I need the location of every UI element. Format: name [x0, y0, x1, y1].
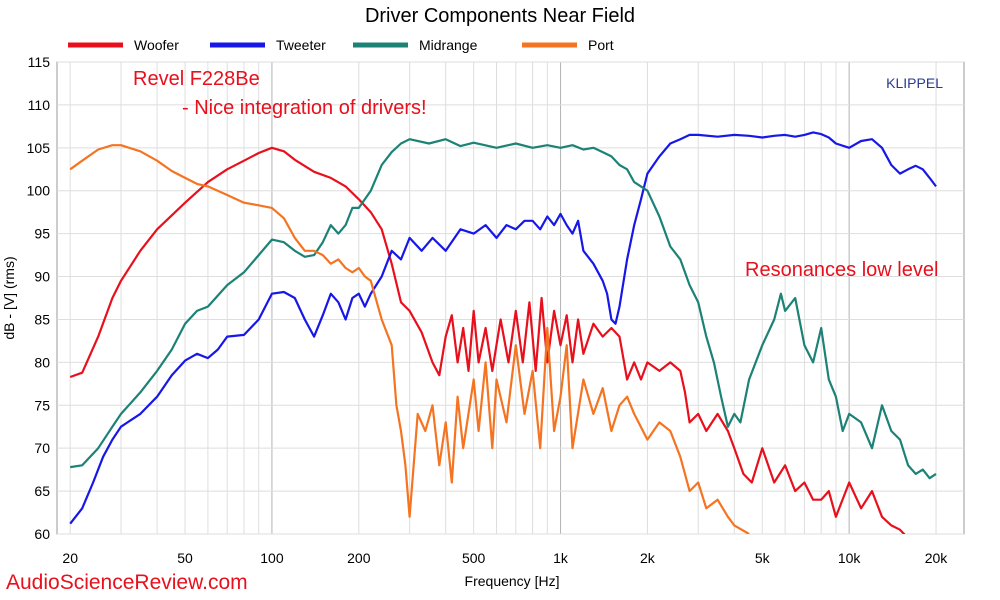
y-tick-label: 60 [34, 526, 50, 542]
watermark: AudioScienceReview.com [6, 571, 248, 594]
annotation-resonance: Resonances low level [745, 259, 938, 281]
y-tick-label: 70 [34, 440, 50, 456]
y-tick-label: 100 [27, 183, 51, 199]
legend: Woofer Tweeter Midrange Port [68, 37, 614, 53]
y-tick-label: 115 [28, 54, 51, 70]
x-axis-label: Frequency [Hz] [465, 573, 560, 589]
annotation-model: Revel F228Be [133, 68, 260, 90]
x-tick-label: 50 [177, 550, 193, 566]
y-tick-label: 65 [34, 483, 50, 499]
annotation-comment: - Nice integration of drivers! [182, 97, 427, 119]
x-tick-label: 20 [62, 550, 78, 566]
x-tick-label: 500 [462, 550, 486, 566]
y-axis-ticks: 115 110 105 100 95 90 85 80 75 70 65 60 [27, 54, 51, 542]
x-tick-label: 10k [838, 550, 862, 566]
y-tick-label: 95 [34, 226, 50, 242]
x-tick-label: 1k [553, 550, 569, 566]
y-tick-label: 105 [27, 140, 51, 156]
series-lines [69, 131, 937, 534]
plot-frame [56, 61, 965, 535]
plot-area [56, 61, 965, 535]
legend-label-port: Port [588, 37, 614, 53]
x-tick-label: 20k [925, 550, 949, 566]
x-tick-label: 5k [755, 550, 771, 566]
x-axis-ticks: 20 50 100 200 500 1k 2k 5k 10k 20k [62, 550, 948, 566]
legend-label-midrange: Midrange [419, 37, 478, 53]
series-line-woofer [69, 146, 906, 534]
y-tick-label: 110 [28, 97, 51, 113]
x-tick-label: 100 [260, 550, 284, 566]
x-tick-label: 200 [347, 550, 371, 566]
legend-label-tweeter: Tweeter [276, 37, 326, 53]
legend-label-woofer: Woofer [134, 37, 179, 53]
x-tick-label: 2k [640, 550, 656, 566]
series-line-midrange [70, 138, 937, 480]
series-line-port [69, 144, 750, 534]
y-tick-label: 90 [34, 269, 50, 285]
series-line-tweeter [69, 131, 937, 525]
klippel-label: KLIPPEL [886, 75, 943, 91]
y-tick-label: 75 [34, 397, 50, 413]
y-axis-label: dB - [V] (rms) [1, 256, 17, 339]
y-tick-label: 80 [34, 354, 50, 370]
y-tick-label: 85 [34, 311, 50, 327]
chart-title: Driver Components Near Field [365, 5, 635, 27]
